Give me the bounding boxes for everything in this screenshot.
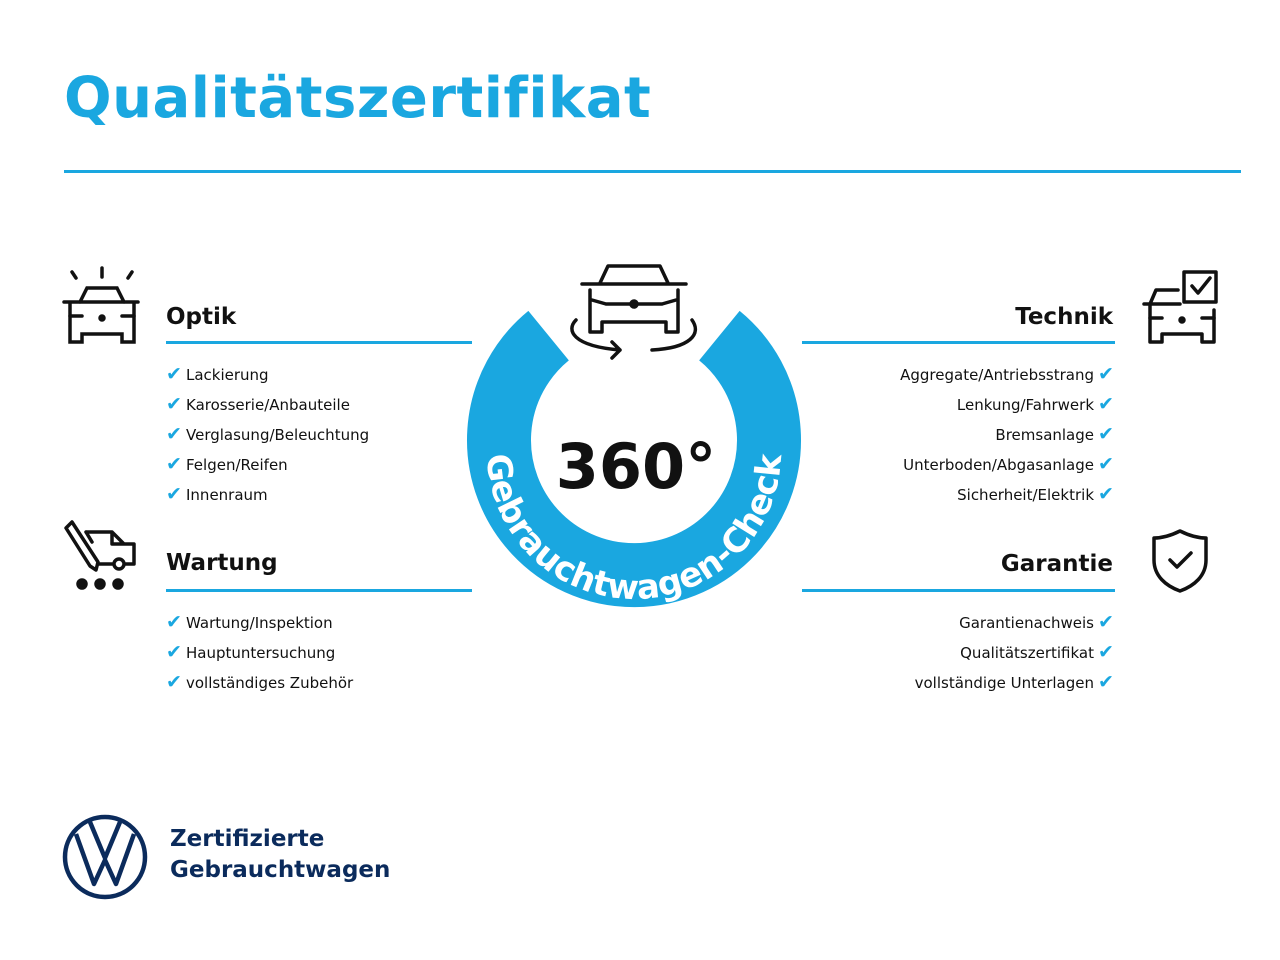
ring-arc	[467, 310, 801, 608]
check-icon: ✔	[1098, 393, 1114, 415]
list-item: vollständige Unterlagen ✔	[915, 667, 1116, 697]
check-icon: ✔	[1098, 423, 1114, 445]
shield-check-icon	[1152, 529, 1208, 593]
section-title-optik: Optik	[166, 304, 237, 330]
section-title-technik: Technik	[1015, 304, 1113, 330]
garantie-divider	[802, 589, 1115, 592]
check-icon: ✔	[1098, 611, 1114, 633]
vw-logo	[62, 814, 148, 900]
brand-tagline: Zertifizierte Gebrauchtwagen	[170, 826, 391, 883]
maintenance-van-icon	[64, 520, 136, 590]
check-icon: ✔	[1098, 671, 1114, 693]
section-title-wartung: Wartung	[166, 550, 278, 576]
technik-divider	[802, 341, 1115, 344]
list-item: Aggregate/Antriebsstrang ✔	[900, 359, 1116, 389]
rotating-car-icon	[570, 264, 698, 360]
degrees-label: 360°	[556, 430, 716, 503]
wartung-list: ✔ Wartung/Inspektion ✔ Hauptuntersuchung ✔…	[164, 607, 353, 697]
list-item: ✔ Verglasung/Beleuchtung	[164, 419, 369, 449]
list-item: Lenkung/Fahrwerk ✔	[900, 389, 1116, 419]
360-check-emblem: Gebrauchtwagen-Check 360°	[467, 264, 801, 609]
list-item: ✔ Lackierung	[164, 359, 369, 389]
optik-list: ✔ Lackierung ✔ Karosserie/Anbauteile ✔ Verg…	[164, 359, 369, 509]
list-item: ✔ Wartung/Inspektion	[164, 607, 353, 637]
list-item: Bremsanlage ✔	[900, 419, 1116, 449]
check-icon: ✔	[1098, 453, 1114, 475]
check-icon: ✔	[166, 453, 182, 475]
check-icon: ✔	[166, 363, 182, 385]
check-icon: ✔	[1098, 483, 1114, 505]
list-item: ✔ vollständiges Zubehör	[164, 667, 353, 697]
check-icon: ✔	[166, 641, 182, 663]
technik-list: Aggregate/Antriebsstrang ✔ Lenkung/Fahrwe…	[900, 359, 1116, 509]
page-title: Qualitätszertifikat	[64, 66, 652, 131]
car-checklist-icon	[1142, 270, 1218, 344]
check-icon: ✔	[166, 393, 182, 415]
optik-divider	[166, 341, 472, 344]
list-item: ✔ Innenraum	[164, 479, 369, 509]
check-icon: ✔	[166, 611, 182, 633]
list-item: ✔ Karosserie/Anbauteile	[164, 389, 369, 419]
list-item: Garantienachweis ✔	[915, 607, 1116, 637]
list-item: Qualitätszertifikat ✔	[915, 637, 1116, 667]
car-inspection-icon	[62, 266, 140, 344]
section-title-garantie: Garantie	[1000, 551, 1113, 577]
check-icon: ✔	[166, 671, 182, 693]
list-item: ✔ Felgen/Reifen	[164, 449, 369, 479]
check-icon: ✔	[1098, 641, 1114, 663]
check-icon: ✔	[166, 483, 182, 505]
list-item: ✔ Hauptuntersuchung	[164, 637, 353, 667]
list-item: Sicherheit/Elektrik ✔	[900, 479, 1116, 509]
garantie-list: Garantienachweis ✔ Qualitätszertifikat ✔ v…	[915, 607, 1116, 697]
list-item: Unterboden/Abgasanlage ✔	[900, 449, 1116, 479]
check-icon: ✔	[1098, 363, 1114, 385]
check-icon: ✔	[166, 423, 182, 445]
wartung-divider	[166, 589, 472, 592]
title-divider	[64, 170, 1241, 173]
